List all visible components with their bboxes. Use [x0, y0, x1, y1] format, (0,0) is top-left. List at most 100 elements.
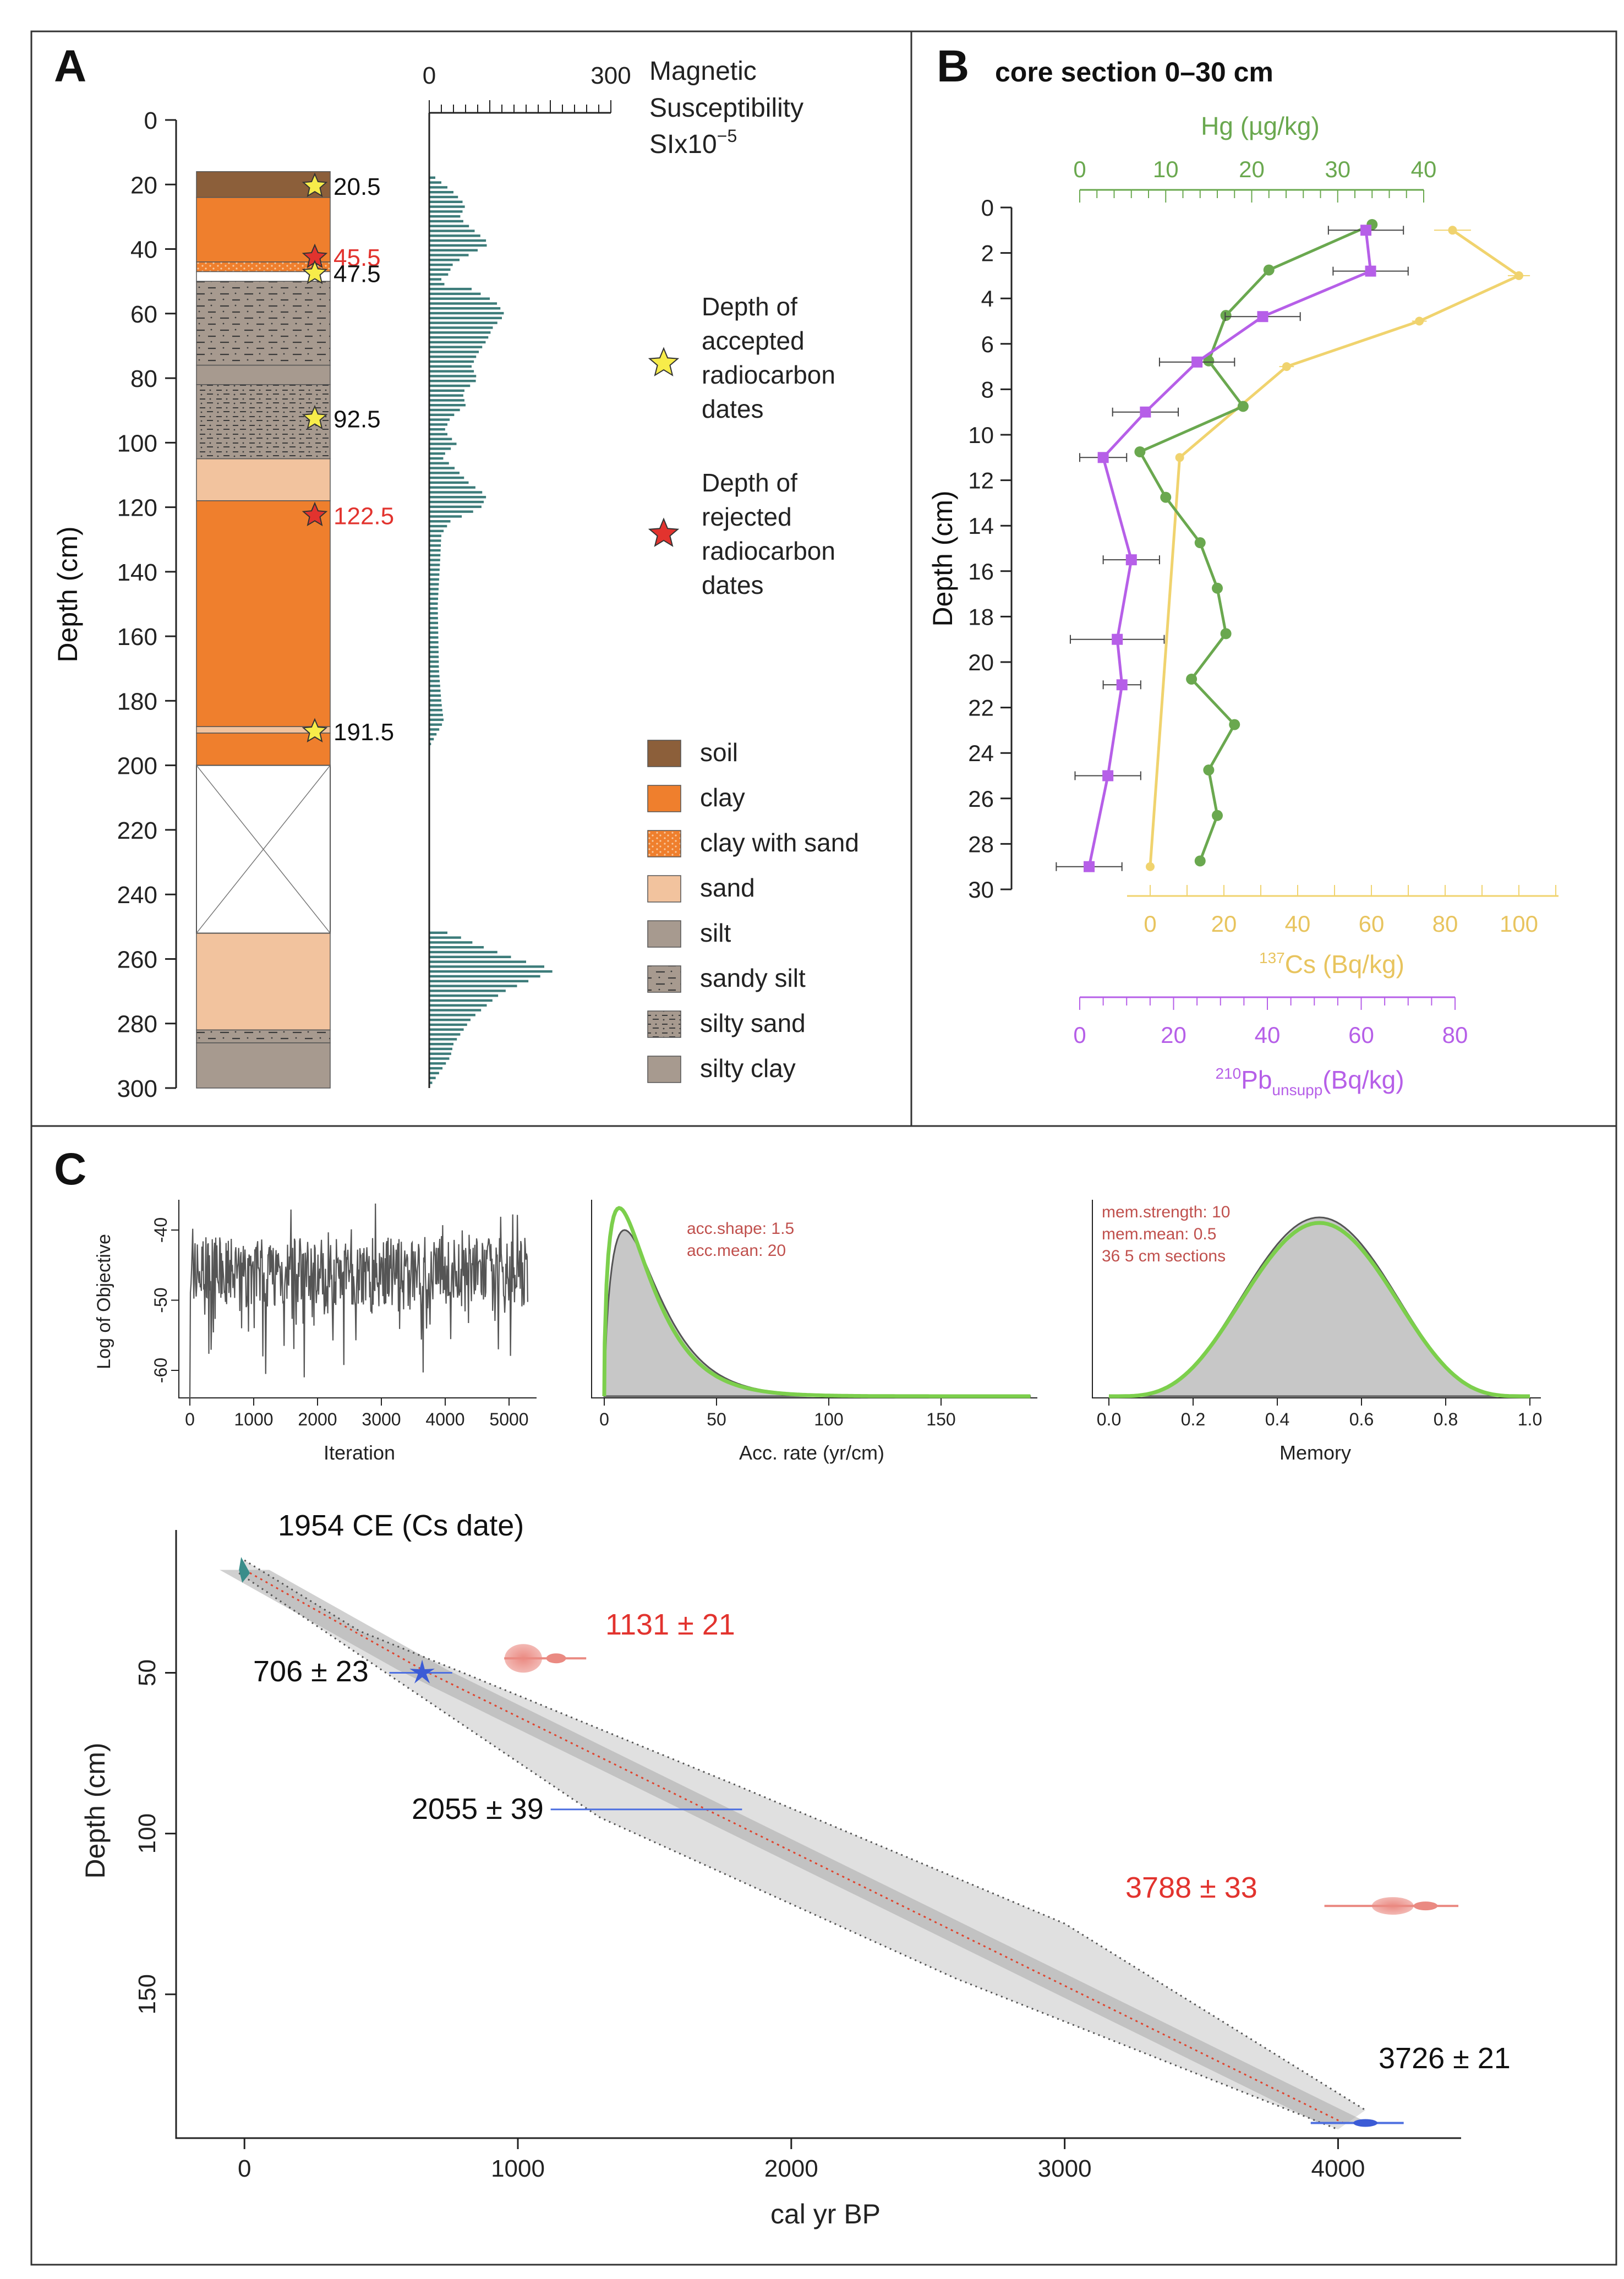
panel-b: B core section 0–30 cm Depth (cm) Hg (µg… — [927, 41, 1559, 1098]
ms-bar — [429, 399, 464, 402]
depth-tick-label-b: 16 — [968, 559, 994, 584]
ms-bar — [429, 960, 526, 963]
lithology-legend-label: clay — [700, 783, 745, 812]
age-depth-model: cal yr BP Depth (cm) 0 1000 2000 3000 4000 50… — [80, 1509, 1511, 2229]
accepted-legend-text: dates — [702, 395, 764, 423]
date-706-distribution — [409, 1659, 435, 1684]
ms-bar — [429, 950, 497, 954]
depth-tick-label-a: 220 — [117, 817, 157, 844]
date-depth-label: 191.5 — [333, 719, 394, 746]
cs-point — [1282, 362, 1291, 371]
ms-bar — [429, 1023, 467, 1026]
ms-bar — [429, 205, 465, 208]
acc-rate-distribution: 0 50 100 150 — [591, 1200, 1037, 1429]
ms-bar — [429, 346, 483, 348]
ms-bar — [429, 413, 455, 416]
lithology-legend-swatch — [647, 1056, 681, 1083]
iter-ylabel: Log of Objective — [94, 1234, 114, 1369]
ms-bar — [429, 980, 529, 982]
mem-xtick-label: 0.0 — [1097, 1409, 1121, 1429]
ms-bar — [429, 660, 439, 663]
magnetic-susceptibility-header: Magnetic Susceptibility SIx10−5 — [649, 57, 803, 159]
iter-xtick-label: 5000 — [489, 1409, 528, 1429]
hg-point — [1203, 764, 1215, 776]
figure-border — [30, 30, 1617, 2266]
ms-bar — [429, 1014, 475, 1016]
pb-point — [1125, 554, 1137, 566]
iter-xtick-label: 3000 — [362, 1409, 401, 1429]
ms-bar — [429, 1072, 439, 1075]
missing-section-cross — [196, 765, 331, 934]
age-mean-line — [244, 1569, 1344, 2124]
ms-bar — [429, 1028, 464, 1031]
accepted-legend-text: radiocarbon — [702, 360, 835, 389]
ms-bar — [429, 970, 553, 973]
acc-shape-text: acc.shape: 1.5 — [687, 1220, 794, 1238]
hg-tick-label: 0 — [1073, 156, 1086, 182]
depth-tick-label-b: 4 — [981, 286, 994, 311]
acc-xtick-label: 100 — [814, 1409, 843, 1429]
ms-bar — [429, 292, 481, 296]
ms-bar — [429, 351, 479, 353]
date-3726-label: 3726 ± 21 — [1379, 2042, 1511, 2075]
hg-point — [1186, 673, 1198, 685]
lithology-legend-swatch — [647, 875, 681, 903]
cs-tick-label: 80 — [1432, 911, 1458, 937]
mem-xlabel: Memory — [1279, 1441, 1351, 1464]
ms-bar — [429, 220, 463, 223]
accepted-date-star-icon — [302, 718, 328, 742]
memory-plot: Memory mem.strength: 10 mem.mean: 0.5 36… — [1092, 1200, 1542, 1464]
ms-bar — [429, 1067, 443, 1070]
ms-bar — [429, 476, 464, 479]
lithology-layer-sand — [196, 458, 331, 501]
accepted-date-star-icon — [302, 259, 328, 285]
age-xtick-label: 2000 — [764, 2155, 818, 2182]
ms-bar — [429, 311, 504, 315]
ms-bar — [429, 486, 475, 489]
ms-bar — [429, 1047, 452, 1051]
ms-bar — [429, 583, 439, 586]
mem-mean-text: mem.mean: 0.5 — [1102, 1225, 1216, 1243]
hg-point — [1212, 582, 1223, 594]
ms-title-line1: Magnetic — [649, 57, 757, 86]
ms-bar — [429, 375, 477, 378]
depth-tick-label-a: 280 — [117, 1011, 157, 1038]
ms-bar — [429, 384, 471, 387]
pb-tick-label: 80 — [1442, 1022, 1468, 1048]
pb-axis-label-unit: (Bq/kg) — [1322, 1065, 1404, 1094]
ms-bar — [429, 379, 476, 382]
hg-point — [1194, 537, 1206, 549]
hg-point — [1263, 264, 1275, 276]
accepted-legend-text: accepted — [702, 326, 805, 355]
lithology-legend-swatch — [647, 920, 681, 948]
ms-bar — [429, 990, 506, 992]
ms-bar — [429, 564, 440, 566]
date-depth-label: 47.5 — [333, 261, 381, 288]
ms-bar — [429, 665, 439, 668]
ms-bar — [429, 215, 461, 218]
depth-tick-label-b: 14 — [968, 513, 994, 539]
ms-bar — [429, 457, 444, 460]
lithology-layer-sand — [196, 932, 331, 1031]
ms-bar — [429, 1038, 457, 1041]
lithology-legend-label: sand — [700, 873, 755, 902]
date-1131-distribution — [504, 1644, 542, 1673]
hg-point — [1203, 355, 1215, 367]
depth-tick-label-b: 22 — [968, 695, 994, 721]
ms-bar — [429, 685, 440, 687]
rejected-legend-text: rejected — [702, 502, 792, 531]
age-ytick-label: 150 — [134, 1974, 161, 2014]
pb-point — [1360, 225, 1372, 236]
missing-core-section — [196, 764, 331, 934]
cs-date-label: 1954 CE (Cs date) — [278, 1509, 524, 1542]
age-xtick-label: 1000 — [491, 2155, 545, 2182]
ms-bar — [429, 689, 441, 692]
magnetic-susceptibility-profile — [429, 176, 553, 1084]
date-1131-rejected-label: 1131 ± 21 — [605, 1608, 735, 1641]
lithology-layer-sandy-silt — [196, 1029, 331, 1043]
depth-tick-label-b: 28 — [968, 831, 994, 857]
ms-bar — [429, 737, 434, 741]
date-3788-distribution — [1371, 1897, 1414, 1915]
